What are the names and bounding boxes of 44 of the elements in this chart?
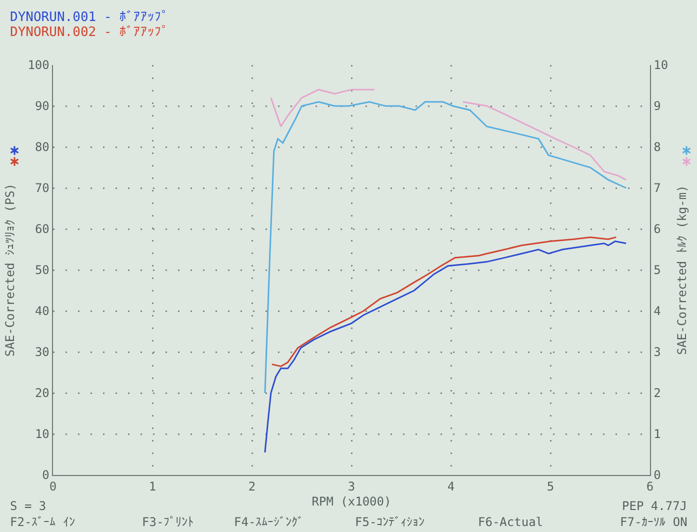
x-tick-label: 6 xyxy=(646,480,654,494)
y-tick-label: 80 xyxy=(34,140,50,154)
text: S = 3 xyxy=(10,499,46,513)
y-tick-label: 100 xyxy=(28,58,50,72)
y2-tick-label: 7 xyxy=(654,181,661,196)
text: DYNORUN.002 - ﾎﾞｱｱｯﾌﾟ xyxy=(10,25,169,40)
y-tick-label: 40 xyxy=(34,304,50,318)
text: PEP 4.77J xyxy=(622,499,688,513)
y-tick-label: 20 xyxy=(34,386,50,400)
text: F4-ｽﾑｰｼﾞﾝｸﾞ xyxy=(234,515,304,529)
y-tick-label: 30 xyxy=(34,345,50,360)
text: F7-ｶｰｿﾙ ON xyxy=(620,515,688,529)
y2-axis-title: SAE-Corrected ﾄﾙｸ (kg-m) xyxy=(674,185,689,355)
text: F3-ﾌﾟﾘﾝﾄ xyxy=(142,515,194,529)
y2-tick-label: 2 xyxy=(654,386,661,400)
y2-tick-label: 3 xyxy=(654,345,661,360)
y2-tick-label: 10 xyxy=(654,58,668,72)
text: F5-ｺﾝﾃﾞｨｼｮﾝ xyxy=(355,515,425,529)
y-tick-label: 0 xyxy=(42,468,50,482)
y-tick-label: 90 xyxy=(34,99,50,114)
x-tick-label: 3 xyxy=(348,480,356,494)
line-series xyxy=(264,240,627,454)
y-tick-label: 50 xyxy=(34,263,50,278)
y-tick-label: 70 xyxy=(34,181,50,196)
text: DYNORUN.001 - ﾎﾞｱｱｯﾌﾟ xyxy=(10,10,169,25)
text: F2-ｽﾞｰﾑ ｲﾝ xyxy=(10,515,75,529)
x-tick-label: 2 xyxy=(248,480,256,494)
y2-tick-label: 5 xyxy=(654,263,661,278)
y2-tick-label: 9 xyxy=(654,99,661,114)
y2-tick-label: 0 xyxy=(654,468,661,482)
x-tick-label: 5 xyxy=(546,480,554,494)
x-axis-title: RPM (x1000) xyxy=(312,494,392,508)
x-tick-label: 4 xyxy=(447,480,455,494)
line-series xyxy=(271,236,617,368)
x-tick-label: 1 xyxy=(148,480,156,494)
y2-tick-label: 4 xyxy=(654,304,661,318)
y2-tick-label: 6 xyxy=(654,222,661,236)
y2-tick-label: 1 xyxy=(654,427,661,442)
text: F6-Actual xyxy=(478,515,544,529)
y-tick-label: 60 xyxy=(34,222,50,236)
y-axis-title: SAE-Corrected ｼｭﾂﾘｮｸ (PS) xyxy=(3,183,18,357)
line-series xyxy=(264,101,627,394)
y2-tick-label: 8 xyxy=(654,140,661,154)
y-tick-label: 10 xyxy=(34,427,50,442)
